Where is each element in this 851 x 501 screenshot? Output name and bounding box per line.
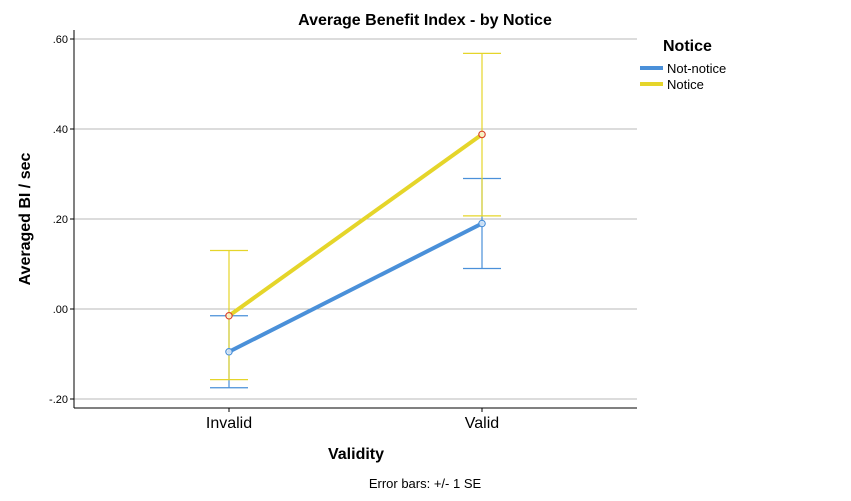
series-line-not-notice — [227, 221, 484, 354]
x-tick-label: Valid — [465, 415, 499, 432]
y-tick-label: .20 — [53, 214, 68, 226]
series-line-notice — [227, 132, 484, 318]
legend-label-notice: Notice — [667, 77, 704, 92]
chart-title: Average Benefit Index - by Notice — [298, 12, 552, 29]
legend-label-not-notice: Not-notice — [667, 61, 726, 76]
y-tick-label: .00 — [53, 304, 68, 316]
x-axis-title: Validity — [328, 446, 384, 463]
y-tick-labels: -.20 .00 .20 .40 .60 — [49, 34, 74, 406]
data-point-notice — [478, 130, 486, 139]
gridlines — [74, 38, 637, 400]
legend-title: Notice — [663, 38, 712, 55]
error-bars-note: Error bars: +/- 1 SE — [369, 476, 482, 491]
y-tick-label: .40 — [53, 124, 68, 136]
y-tick-label: .60 — [53, 34, 68, 46]
data-points — [225, 130, 486, 356]
data-point-not-notice — [225, 347, 233, 356]
data-point-notice — [225, 311, 233, 320]
series-lines — [227, 132, 484, 354]
data-point-not-notice — [478, 219, 486, 228]
x-tick-label: Invalid — [206, 415, 252, 432]
y-axis-title: Averaged BI / sec — [17, 153, 34, 286]
x-tick-labels: Invalid Valid — [206, 408, 499, 432]
y-tick-label: -.20 — [49, 394, 68, 406]
